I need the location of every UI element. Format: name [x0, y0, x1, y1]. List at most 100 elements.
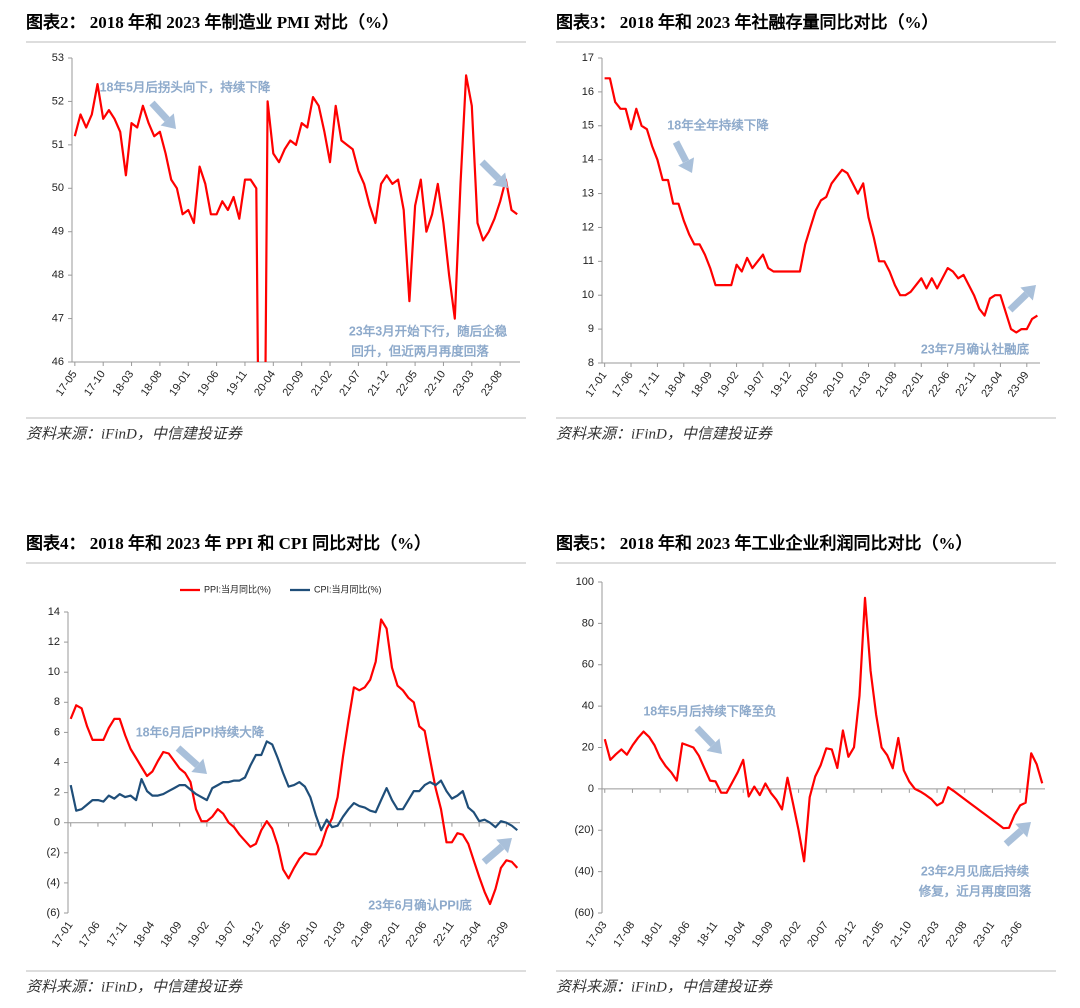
x-tick-label: 17-05 — [54, 369, 80, 399]
chart-title: 图表4： 2018 年和 2023 年 PPI 和 CPI 同比对比（%） — [26, 533, 431, 553]
y-tick-label: 10 — [48, 666, 60, 678]
annotation: 18年5月后持续下降至负 — [643, 703, 776, 718]
y-tick-label: 20 — [582, 741, 594, 753]
annotation-arrow — [1007, 291, 1030, 313]
y-tick-label: (4) — [47, 877, 60, 889]
x-tick-label: 19-11 — [224, 369, 250, 398]
y-tick-label: 46 — [52, 356, 64, 368]
y-tick-label: 2 — [54, 787, 60, 799]
y-tick-label: 50 — [52, 182, 64, 194]
annotation: 修复，近月再度回落 — [918, 883, 1032, 898]
x-tick-label: 20-12 — [833, 920, 859, 950]
y-tick-label: 40 — [582, 700, 594, 712]
y-tick-label: 80 — [582, 617, 594, 629]
annotation: 23年7月确认社融底 — [921, 341, 1030, 356]
x-tick-label: 17-01 — [50, 920, 76, 950]
legend-label: CPI:当月同比(%) — [314, 583, 382, 594]
annotation-arrow — [672, 140, 690, 164]
x-tick-label: 23-09 — [1006, 370, 1032, 400]
annotation: 23年6月确认PPI底 — [368, 897, 472, 912]
x-tick-label: 22-06 — [927, 370, 953, 400]
x-tick-label: 18-04 — [131, 920, 157, 950]
annotation-arrow-head — [1020, 285, 1036, 301]
source-note: 资料来源：iFinD，中信建投证券 — [26, 425, 243, 442]
y-tick-label: 12 — [582, 221, 594, 233]
x-tick-label: 20-10 — [821, 370, 847, 400]
annotation-arrow-head — [496, 838, 512, 854]
annotation-arrow-head — [678, 157, 695, 173]
x-tick-label: 17-11 — [637, 370, 663, 399]
x-tick-label: 17-06 — [610, 370, 636, 400]
x-tick-label: 19-02 — [186, 920, 212, 950]
x-tick-label: 19-07 — [213, 920, 239, 950]
y-tick-label: 48 — [52, 269, 64, 281]
x-tick-label: 22-11 — [431, 920, 457, 949]
x-tick-label: 18-04 — [663, 370, 689, 400]
x-tick-label: 17-10 — [82, 369, 108, 399]
y-tick-label: 53 — [52, 52, 64, 64]
annotation: 18年5月后拐头向下，持续下降 — [100, 79, 271, 94]
annotation-arrow-head — [191, 758, 207, 774]
annotation: 18年6月后PPI持续大降 — [136, 724, 265, 739]
y-tick-label: 9 — [588, 323, 594, 335]
x-tick-label: 18-08 — [139, 369, 165, 399]
annotation-arrow — [694, 725, 716, 748]
x-tick-label: 22-11 — [953, 370, 979, 399]
y-tick-label: 15 — [582, 120, 594, 132]
chart-title: 图表3： 2018 年和 2023 年社融存量同比对比（%） — [556, 12, 939, 32]
x-tick-label: 18-09 — [159, 920, 185, 950]
y-tick-label: 4 — [54, 756, 60, 768]
x-tick-label: 17-03 — [584, 920, 610, 950]
x-tick-label: 21-07 — [337, 369, 363, 399]
y-tick-label: 16 — [582, 86, 594, 98]
y-tick-label: 0 — [588, 783, 594, 795]
x-tick-label: 20-05 — [267, 920, 293, 950]
data-line — [604, 77, 1038, 334]
annotation-arrow — [1003, 827, 1024, 847]
source-note: 资料来源：iFinD，中信建投证券 — [556, 978, 773, 995]
chart-title: 图表2： 2018 年和 2023 年制造业 PMI 对比（%） — [26, 12, 399, 32]
x-tick-label: 22-01 — [900, 370, 926, 400]
y-tick-label: (60) — [574, 907, 594, 919]
y-tick-label: (2) — [47, 847, 60, 859]
x-tick-label: 21-05 — [861, 920, 887, 950]
x-tick-label: 22-10 — [422, 369, 448, 399]
data-line — [603, 596, 1044, 863]
y-tick-label: 6 — [54, 726, 60, 738]
x-tick-label: 23-01 — [971, 920, 997, 950]
x-tick-label: 22-01 — [376, 920, 402, 950]
x-tick-label: 23-04 — [458, 920, 484, 950]
source-note: 资料来源：iFinD，中信建投证券 — [556, 425, 773, 442]
x-tick-label: 22-08 — [944, 920, 970, 950]
x-tick-label: 23-04 — [979, 370, 1005, 400]
annotation-arrow — [479, 159, 502, 182]
x-tick-label: 23-03 — [451, 369, 477, 399]
annotation: 23年2月见底后持续 — [921, 863, 1030, 878]
x-tick-label: 19-12 — [768, 370, 794, 400]
x-tick-label: 17-01 — [584, 370, 610, 400]
annotation-arrow-head — [160, 113, 176, 129]
y-tick-label: 12 — [48, 636, 60, 648]
source-note: 资料来源：iFinD，中信建投证券 — [26, 978, 243, 995]
y-tick-label: 51 — [52, 139, 64, 151]
annotation-arrow-head — [492, 172, 508, 188]
annotation-arrow-head — [1015, 822, 1031, 838]
x-tick-label: 21-03 — [322, 920, 348, 950]
y-tick-label: 8 — [54, 696, 60, 708]
annotation: 回升，但近两月再度回落 — [351, 343, 489, 358]
x-tick-label: 20-05 — [795, 370, 821, 400]
x-tick-label: 23-06 — [999, 920, 1025, 950]
annotation: 23年3月开始下行，随后企稳 — [349, 323, 508, 338]
x-tick-label: 23-08 — [479, 369, 505, 399]
x-tick-label: 17-11 — [105, 920, 131, 949]
x-tick-label: 21-08 — [349, 920, 375, 950]
x-tick-label: 21-10 — [888, 920, 914, 950]
annotation-arrow — [481, 843, 505, 865]
x-tick-label: 19-02 — [715, 370, 741, 400]
x-tick-label: 22-06 — [404, 920, 430, 950]
x-tick-label: 21-03 — [847, 370, 873, 400]
data-line — [73, 74, 518, 362]
x-tick-label: 20-04 — [252, 369, 278, 399]
x-tick-label: 21-08 — [874, 370, 900, 400]
y-tick-label: 8 — [588, 357, 594, 369]
